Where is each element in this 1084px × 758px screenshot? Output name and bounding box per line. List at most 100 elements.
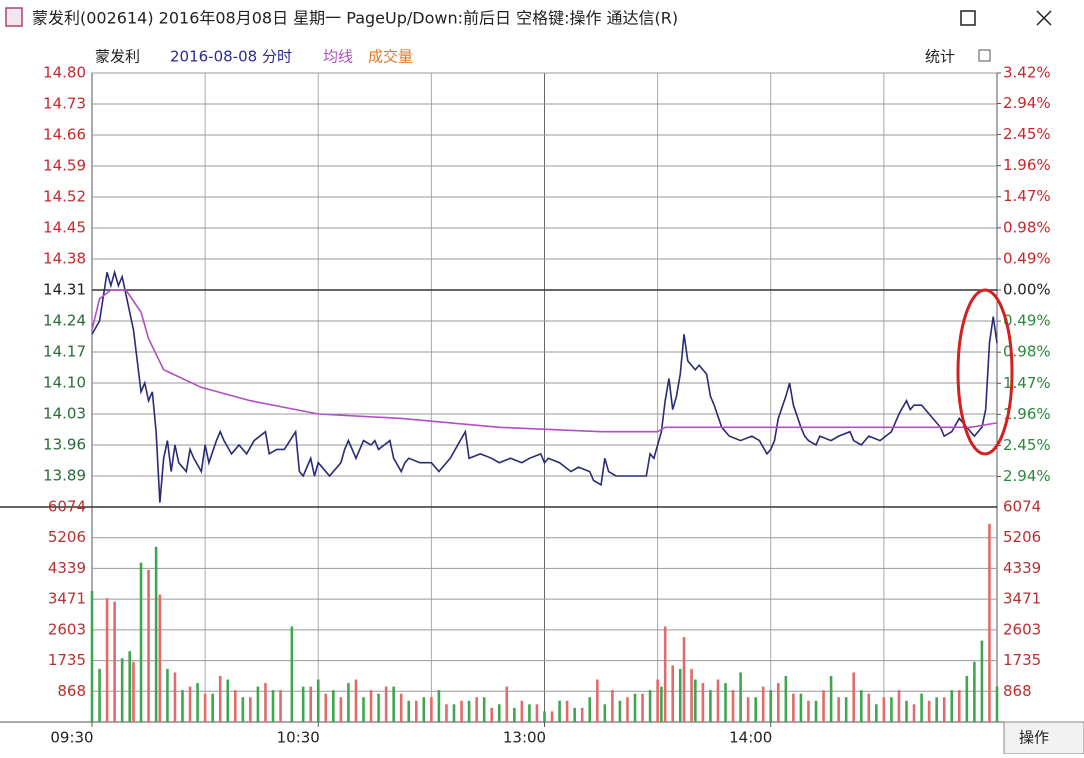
volume-bar [950,690,954,722]
volume-bar [588,697,592,722]
volume-bar [656,679,659,722]
volume-bar [746,697,750,722]
volume-bar [852,672,856,722]
volume-tick-label-right: 5206 [1003,528,1041,546]
volume-bar [407,700,411,722]
y2-tick-label: 2.45% [1003,436,1051,454]
volume-bar [271,690,275,722]
volume-bar [264,683,267,722]
volume-tick-label: 6074 [48,498,86,516]
volume-bar [822,690,825,722]
volume-bar [648,690,652,722]
volume-bar [641,693,644,722]
y2-tick-label: 1.96% [1003,405,1051,423]
price-line [91,269,998,503]
volume-bar [354,679,358,722]
x-tick-label: 13:00 [503,729,546,747]
volume-bar [505,686,509,722]
y2-tick-label: 2.94% [1003,467,1051,485]
volume-bar [565,700,569,722]
stats-button[interactable]: 统计 [925,48,955,66]
volume-bar [701,683,705,722]
volume-bar [603,704,607,722]
volume-bar [467,700,471,722]
volume-bar [626,697,629,722]
volume-bar [369,690,373,722]
volume-bar [660,686,663,722]
volume-tick-label: 1735 [48,651,86,669]
y-tick-label: 14.52 [43,188,86,206]
y2-tick-label: 1.47% [1003,374,1051,392]
window-title: 蒙发利(002614) 2016年08月08日 星期一 PageUp/Down:… [32,9,678,28]
volume-bar [249,697,252,722]
volume-bar [927,700,931,722]
volume-bar [690,668,693,722]
volume-bar [513,707,516,722]
y-tick-label: 14.24 [43,312,86,330]
volume-bar [362,697,365,722]
x-tick-label: 14:00 [729,729,772,747]
close-button[interactable] [1036,10,1052,26]
highlight-circle [956,288,1014,456]
volume-bar [482,697,486,722]
volume-bar [166,668,169,722]
volume-bar [139,562,143,722]
volume-bar [132,661,135,722]
volume-bar [792,693,795,722]
volume-bar [890,697,893,722]
volume-bar [309,686,313,722]
volume-bar [377,693,380,722]
volume-bar [694,679,697,722]
volume-bar [882,697,886,722]
volume-bar [181,690,184,722]
y2-tick-label: 0.98% [1003,218,1051,236]
y2-tick-label: 3.42% [1003,64,1051,82]
volume-bar [535,704,539,722]
volume-bar [392,686,395,722]
volume-bar [543,711,546,722]
volume-bar [995,686,999,722]
volume-bar [633,693,637,722]
volume-bar [384,686,388,722]
volume-bar [912,704,916,722]
volume-bar [957,690,961,722]
volume-bar [105,598,109,722]
volume-tick-label: 868 [57,682,86,700]
volume-bar [452,704,456,722]
legend-entry: 均线 [323,48,353,66]
y2-tick-label: 1.96% [1003,156,1051,174]
volume-bar [799,693,803,722]
volume-bar [573,707,576,722]
volume-bar [965,675,969,722]
volume-bar [807,700,810,722]
volume-bar [769,690,773,722]
chart-subtitle: 2016-08-08 分时 [170,48,292,66]
volume-tick-label-right: 2603 [1003,620,1041,638]
volume-bar [875,704,878,722]
volume-tick-label: 2603 [48,620,86,638]
volume-tick-label-right: 3471 [1003,590,1041,608]
volume-bar [422,697,426,722]
y2-tick-label: 0.00% [1003,281,1051,299]
maximize-button[interactable] [960,10,976,26]
volume-bar [211,693,214,722]
volume-bar [332,690,335,722]
volume-bar [301,686,305,722]
y-tick-label: 14.66 [43,126,86,144]
volume-tick-label: 3471 [48,590,86,608]
volume-bar [173,672,177,722]
volume-tick-label: 4339 [48,559,86,577]
volume-bar [445,704,448,722]
y-tick-label: 14.80 [43,64,86,82]
volume-bar [98,668,101,722]
y2-tick-label: 0.49% [1003,312,1051,330]
volume-bar [829,675,833,722]
x-tick-label: 10:30 [277,729,320,747]
average-line [91,289,998,433]
operate-button[interactable] [1003,721,1084,755]
volume-bar [324,693,328,722]
y2-tick-label: 2.94% [1003,94,1051,112]
volume-bar [859,690,863,722]
volume-bar [580,707,584,722]
volume-bar [935,697,938,722]
